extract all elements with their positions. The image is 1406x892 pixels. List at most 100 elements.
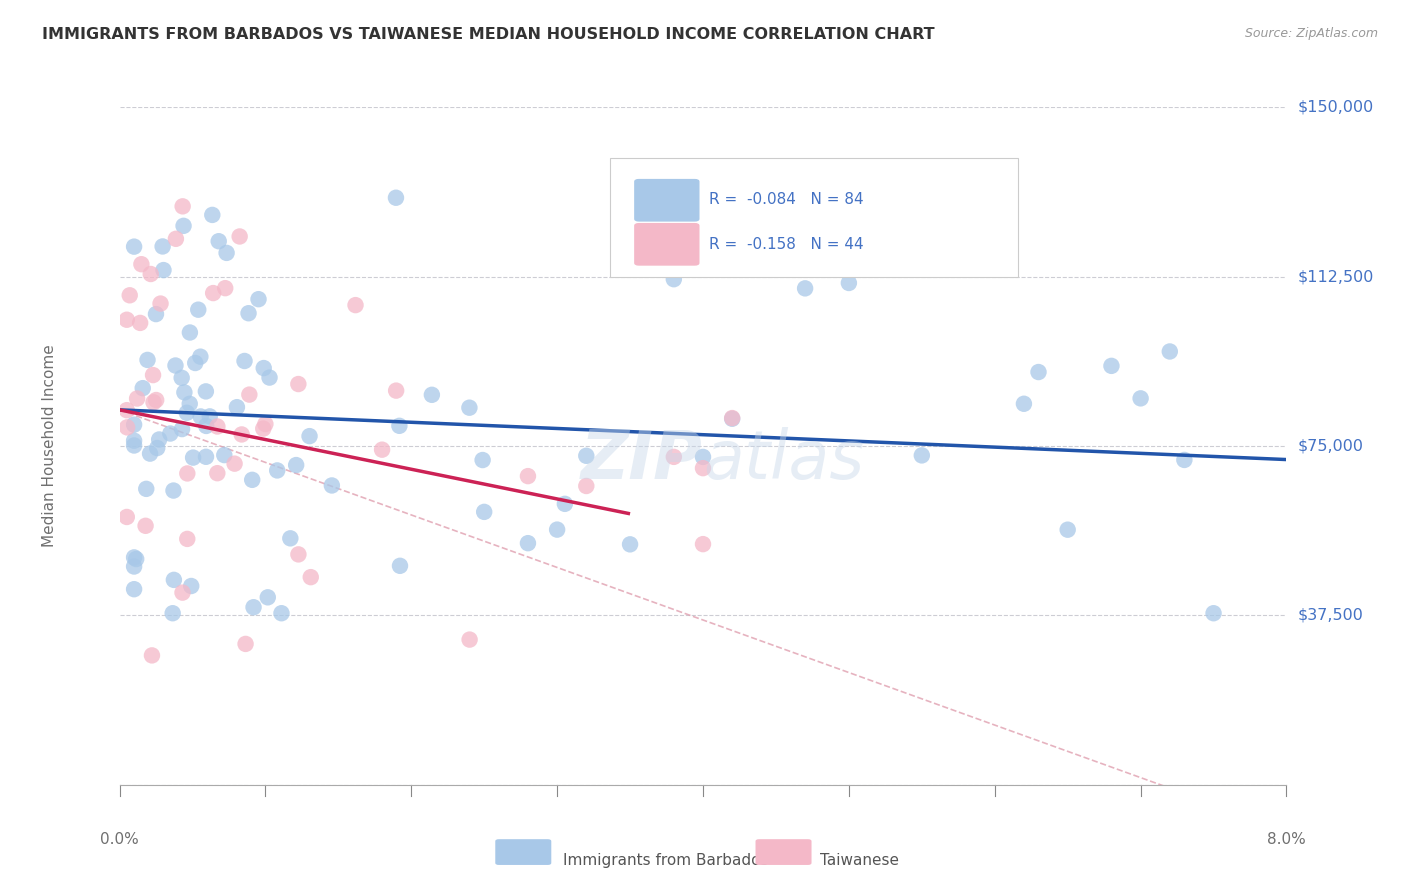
- Point: [388, 418, 411, 433]
- Point: [270, 606, 292, 620]
- Point: [207, 466, 229, 480]
- Text: Source: ZipAtlas.com: Source: ZipAtlas.com: [1244, 27, 1378, 40]
- Point: [472, 505, 495, 519]
- Text: $150,000: $150,000: [1298, 100, 1374, 114]
- Point: [115, 510, 138, 524]
- Point: [458, 401, 481, 415]
- FancyBboxPatch shape: [634, 179, 700, 221]
- Point: [235, 637, 257, 651]
- Point: [149, 296, 172, 310]
- Text: $112,500: $112,500: [1298, 269, 1374, 284]
- Point: [662, 272, 685, 286]
- Point: [115, 312, 138, 326]
- Point: [170, 371, 193, 385]
- Point: [146, 441, 169, 455]
- FancyBboxPatch shape: [755, 839, 811, 865]
- Point: [278, 532, 301, 546]
- Point: [266, 463, 288, 477]
- Text: 8.0%: 8.0%: [1267, 832, 1306, 847]
- Point: [662, 450, 685, 464]
- Point: [233, 354, 256, 368]
- Point: [162, 483, 184, 498]
- Point: [172, 199, 194, 213]
- Point: [471, 453, 494, 467]
- Point: [208, 234, 231, 248]
- Point: [118, 288, 141, 302]
- Point: [721, 411, 744, 425]
- Point: [214, 448, 236, 462]
- Point: [214, 281, 236, 295]
- Point: [173, 385, 195, 400]
- Point: [201, 208, 224, 222]
- Point: [176, 406, 198, 420]
- Point: [321, 478, 343, 492]
- Point: [575, 449, 598, 463]
- Point: [517, 536, 540, 550]
- Point: [240, 473, 263, 487]
- Point: [122, 434, 145, 448]
- Point: [298, 429, 321, 443]
- Point: [135, 518, 157, 533]
- Point: [388, 558, 411, 573]
- Point: [122, 240, 145, 254]
- Point: [256, 591, 278, 605]
- Point: [122, 417, 145, 432]
- Point: [152, 239, 174, 253]
- Point: [180, 579, 202, 593]
- Point: [159, 426, 181, 441]
- Point: [224, 457, 246, 471]
- Text: $37,500: $37,500: [1298, 608, 1364, 623]
- Point: [371, 442, 394, 457]
- Point: [173, 219, 195, 233]
- Point: [176, 467, 198, 481]
- Point: [207, 419, 229, 434]
- Point: [238, 306, 260, 320]
- Point: [139, 267, 162, 281]
- Point: [194, 384, 217, 399]
- Point: [385, 384, 408, 398]
- Point: [135, 482, 157, 496]
- Text: R =  -0.084   N = 84: R = -0.084 N = 84: [709, 193, 863, 208]
- Point: [115, 403, 138, 417]
- Point: [247, 292, 270, 306]
- Point: [344, 298, 367, 312]
- Text: 0.0%: 0.0%: [100, 832, 139, 847]
- Point: [721, 411, 744, 425]
- Point: [259, 370, 281, 384]
- Point: [145, 307, 167, 321]
- Point: [132, 381, 155, 395]
- Point: [215, 246, 238, 260]
- Text: IMMIGRANTS FROM BARBADOS VS TAIWANESE MEDIAN HOUSEHOLD INCOME CORRELATION CHART: IMMIGRANTS FROM BARBADOS VS TAIWANESE ME…: [42, 27, 935, 42]
- Point: [1159, 344, 1181, 359]
- Point: [238, 387, 260, 401]
- Point: [287, 377, 309, 392]
- Point: [170, 422, 193, 436]
- Point: [231, 427, 253, 442]
- Point: [838, 276, 860, 290]
- Point: [179, 397, 201, 411]
- Point: [142, 368, 165, 382]
- Point: [285, 458, 308, 472]
- Point: [176, 532, 198, 546]
- Point: [1099, 359, 1122, 373]
- Point: [141, 648, 163, 663]
- Point: [125, 552, 148, 566]
- Point: [202, 286, 225, 301]
- Point: [187, 302, 209, 317]
- Point: [145, 392, 167, 407]
- Point: [299, 570, 322, 584]
- Point: [420, 388, 443, 402]
- FancyBboxPatch shape: [610, 158, 1018, 277]
- Point: [458, 632, 481, 647]
- Point: [794, 281, 817, 295]
- Point: [195, 450, 218, 464]
- Point: [546, 523, 568, 537]
- Text: R =  -0.158   N = 44: R = -0.158 N = 44: [709, 237, 863, 252]
- Point: [181, 450, 204, 465]
- Point: [136, 352, 159, 367]
- Point: [287, 548, 309, 562]
- Point: [195, 419, 218, 434]
- Point: [1012, 397, 1035, 411]
- Point: [179, 326, 201, 340]
- Text: $75,000: $75,000: [1298, 439, 1364, 453]
